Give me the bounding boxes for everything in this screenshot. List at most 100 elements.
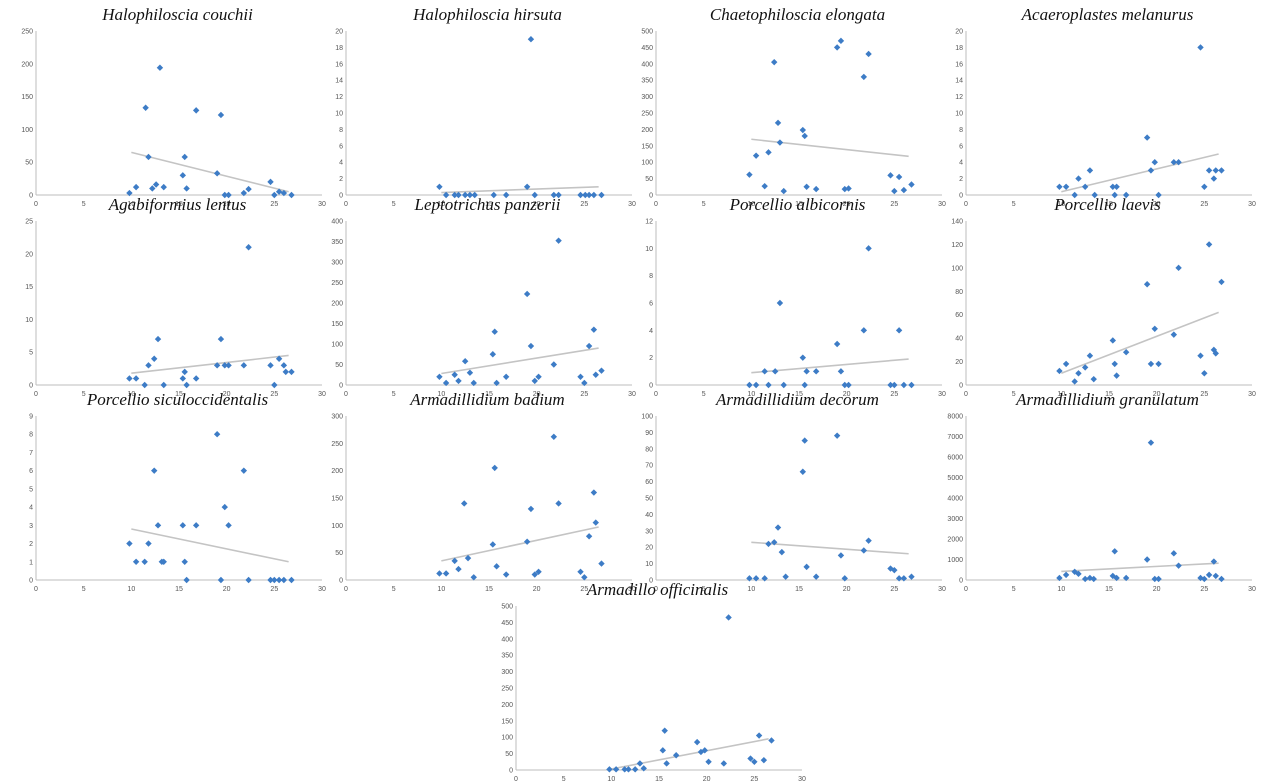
y-tick-label: 350: [641, 78, 653, 85]
y-tick-label: 500: [501, 604, 513, 611]
data-point: [181, 368, 188, 376]
data-point: [183, 185, 190, 192]
x-tick-label: 5: [392, 391, 396, 398]
x-tick-label: 0: [654, 391, 658, 398]
data-point: [720, 760, 728, 767]
chart-title: Armadillidium badium: [410, 390, 565, 409]
x-tick-label: 20: [1153, 586, 1161, 593]
y-tick-label: 18: [955, 45, 963, 52]
data-point: [803, 368, 810, 375]
y-tick-label: 16: [955, 61, 963, 68]
data-point: [725, 614, 732, 621]
data-point: [225, 362, 232, 369]
x-tick-label: 0: [964, 201, 968, 208]
chart-title: Leptotrichus panzerii: [414, 195, 561, 214]
data-point: [217, 335, 225, 343]
chart-panel: Porcellio albicornis 0 2 4 6 8 10 12 0 5 10 15 20 25 3…: [645, 195, 946, 399]
data-point: [1071, 191, 1078, 199]
x-tick-label: 5: [392, 586, 396, 593]
data-point: [799, 354, 807, 361]
y-tick-label: 350: [501, 653, 513, 660]
data-point: [833, 340, 841, 348]
y-tick-label: 0: [649, 193, 653, 200]
scatter-plot: 0 50 100 150 200 250 300 0 5 10 15 20 25 30: [331, 414, 636, 594]
x-tick-label: 10: [747, 586, 755, 593]
data-point: [527, 342, 535, 350]
data-point: [761, 182, 768, 190]
data-point: [799, 468, 807, 475]
x-tick-label: 5: [1012, 391, 1016, 398]
y-tick-label: 10: [335, 111, 343, 118]
data-point: [183, 576, 190, 584]
data-point: [782, 573, 789, 580]
chart-title: Halophiloscia hirsuta: [413, 5, 562, 24]
data-point: [746, 381, 753, 389]
y-tick-label: 200: [331, 301, 343, 308]
data-point: [213, 170, 221, 177]
x-tick-label: 20: [1153, 391, 1161, 398]
data-point: [803, 183, 810, 190]
x-tick-label: 10: [607, 776, 615, 783]
data-point: [776, 299, 784, 307]
x-tick-label: 25: [1200, 586, 1208, 593]
data-point: [471, 191, 478, 199]
y-tick-label: 70: [645, 463, 653, 470]
data-point: [1081, 575, 1089, 583]
data-point: [436, 373, 443, 380]
y-tick-label: 0: [339, 383, 343, 390]
data-point: [490, 191, 497, 199]
data-point: [126, 540, 133, 547]
data-point: [1109, 337, 1117, 344]
x-tick-label: 5: [82, 586, 86, 593]
x-tick-label: 25: [580, 586, 588, 593]
data-point: [774, 119, 782, 127]
data-point: [765, 540, 772, 548]
data-point: [812, 573, 820, 580]
data-point: [181, 153, 188, 161]
data-point: [1143, 556, 1151, 563]
data-point: [179, 172, 187, 179]
trend-line: [131, 151, 289, 193]
x-tick-label: 20: [533, 201, 541, 208]
data-point: [436, 183, 443, 190]
data-point: [240, 362, 248, 369]
data-point: [1056, 367, 1063, 375]
data-point: [801, 132, 808, 140]
data-point: [592, 371, 599, 378]
x-tick-label: 5: [82, 391, 86, 398]
data-point: [577, 191, 584, 199]
data-point: [585, 533, 593, 540]
data-point: [154, 522, 162, 529]
data-point: [752, 381, 760, 389]
data-point: [1071, 378, 1078, 385]
data-point: [535, 373, 542, 380]
x-tick-label: 30: [628, 391, 636, 398]
chart-panel: Porcellio laevis 0 20 40 60 80 100 120 140 0 5 10 15…: [951, 195, 1256, 399]
data-point: [865, 50, 872, 58]
x-tick-label: 25: [890, 586, 898, 593]
trend-line: [1061, 311, 1219, 375]
data-point: [1062, 571, 1070, 579]
data-point: [491, 328, 498, 335]
data-point: [1151, 159, 1158, 166]
x-tick-label: 10: [437, 586, 445, 593]
y-tick-label: 100: [641, 160, 653, 167]
data-point: [550, 361, 558, 368]
data-point: [531, 191, 538, 199]
data-point: [577, 373, 584, 380]
x-tick-label: 30: [628, 201, 636, 208]
data-point: [845, 381, 852, 389]
y-tick-label: 200: [501, 702, 513, 709]
x-tick-label: 10: [747, 201, 755, 208]
y-tick-label: 250: [641, 111, 653, 118]
trend-line: [751, 138, 909, 158]
y-tick-label: 1: [29, 559, 33, 566]
data-point: [752, 152, 760, 159]
data-point: [531, 377, 538, 385]
scatter-plot: 0 2 4 6 8 10 12 0 5 10 15 20 25 30: [645, 219, 946, 399]
data-point: [612, 766, 620, 773]
x-tick-label: 15: [1105, 586, 1113, 593]
data-point: [455, 377, 462, 385]
x-tick-label: 0: [654, 586, 658, 593]
